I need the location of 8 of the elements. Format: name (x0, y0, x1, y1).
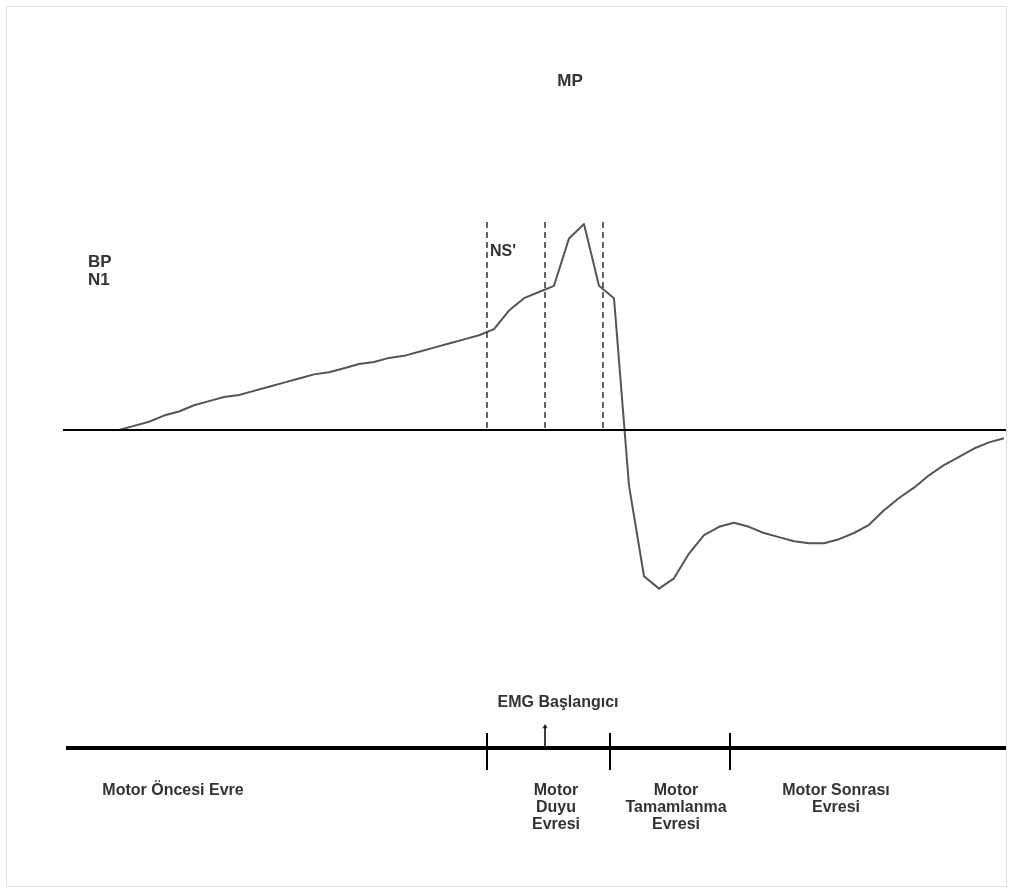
text: MP (557, 71, 583, 90)
annotation: BP N1 (88, 252, 112, 289)
text: Motor Sonrası Evresi (782, 781, 890, 815)
text: Motor Duyu Evresi (531, 781, 581, 832)
text: Motor Tamamlanma Evresi (625, 781, 727, 832)
text: Motor Öncesi Evre (102, 780, 244, 798)
annotation: NS' (490, 242, 517, 259)
text: EMG Başlangıcı (497, 693, 619, 710)
